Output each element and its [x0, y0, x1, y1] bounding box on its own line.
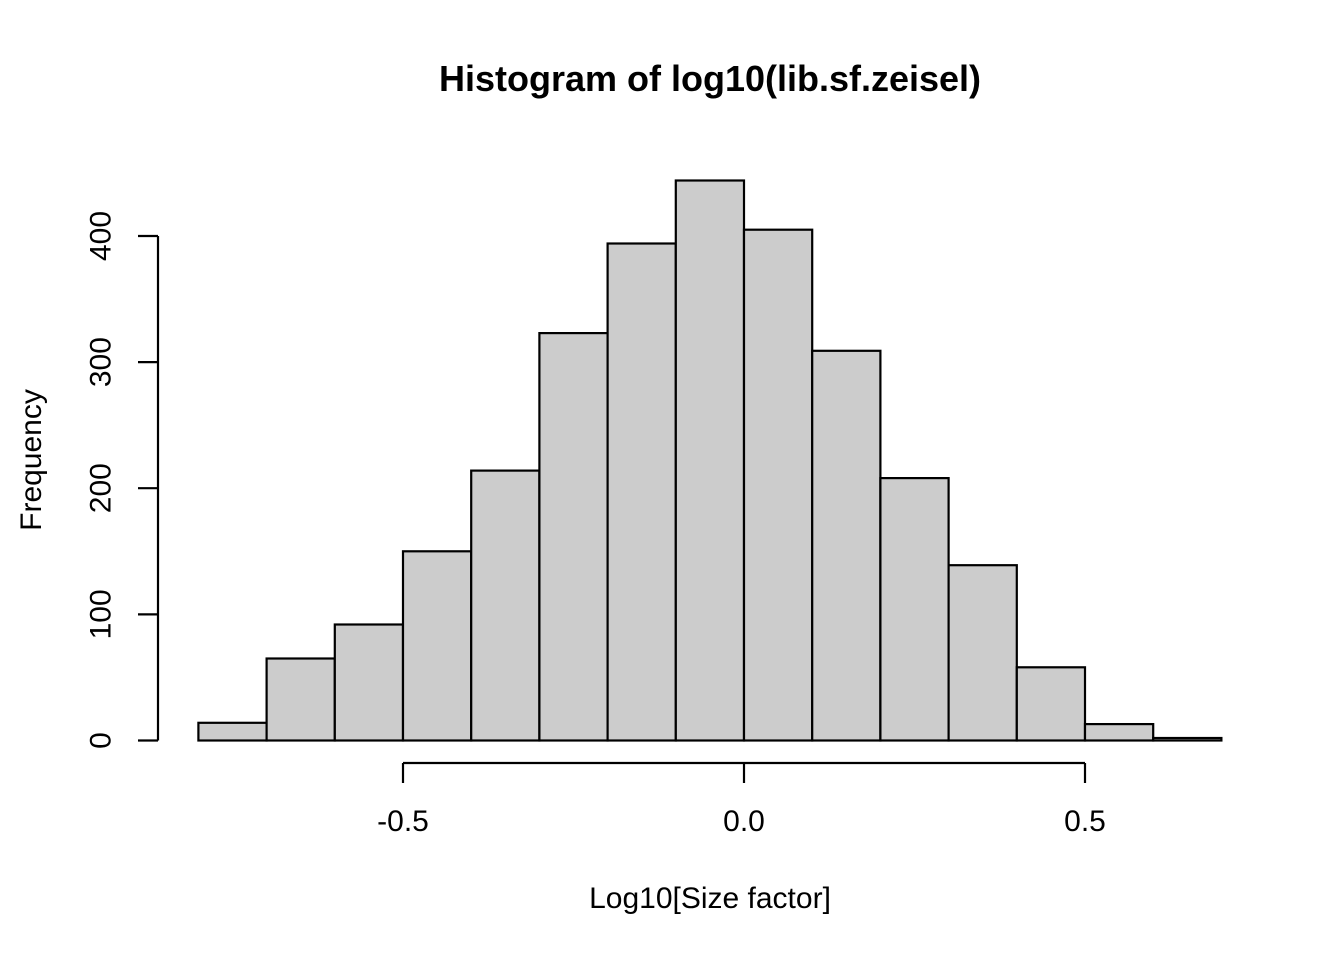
x-tick-label: 0.5 [1064, 805, 1106, 838]
histogram-bar [265, 657, 336, 742]
y-tick-label: 100 [85, 589, 118, 639]
y-tick-label: 200 [85, 463, 118, 513]
histogram-bar [401, 550, 473, 742]
histogram-bar [1083, 722, 1155, 742]
histogram-bar [674, 179, 746, 742]
histogram-bar [1152, 736, 1223, 742]
histogram-bar [879, 477, 950, 742]
histogram-bar [197, 721, 268, 742]
histogram-bar [470, 469, 541, 742]
histogram-bar [606, 242, 677, 742]
histogram-bar [811, 349, 882, 742]
histogram-bar [1015, 666, 1087, 742]
x-tick-label: -0.5 [377, 805, 429, 838]
x-axis-label: Log10[Size factor] [589, 882, 831, 915]
histogram-bar [333, 623, 405, 742]
histogram-bar [538, 332, 609, 742]
x-tick-label: 0.0 [723, 805, 765, 838]
histogram-bar [947, 564, 1018, 742]
y-tick-label: 300 [85, 337, 118, 387]
chart-title: Histogram of log10(lib.sf.zeisel) [438, 58, 982, 99]
y-tick-label: 400 [85, 211, 118, 261]
y-tick-label: 0 [85, 732, 118, 749]
histogram-bar [742, 228, 814, 742]
